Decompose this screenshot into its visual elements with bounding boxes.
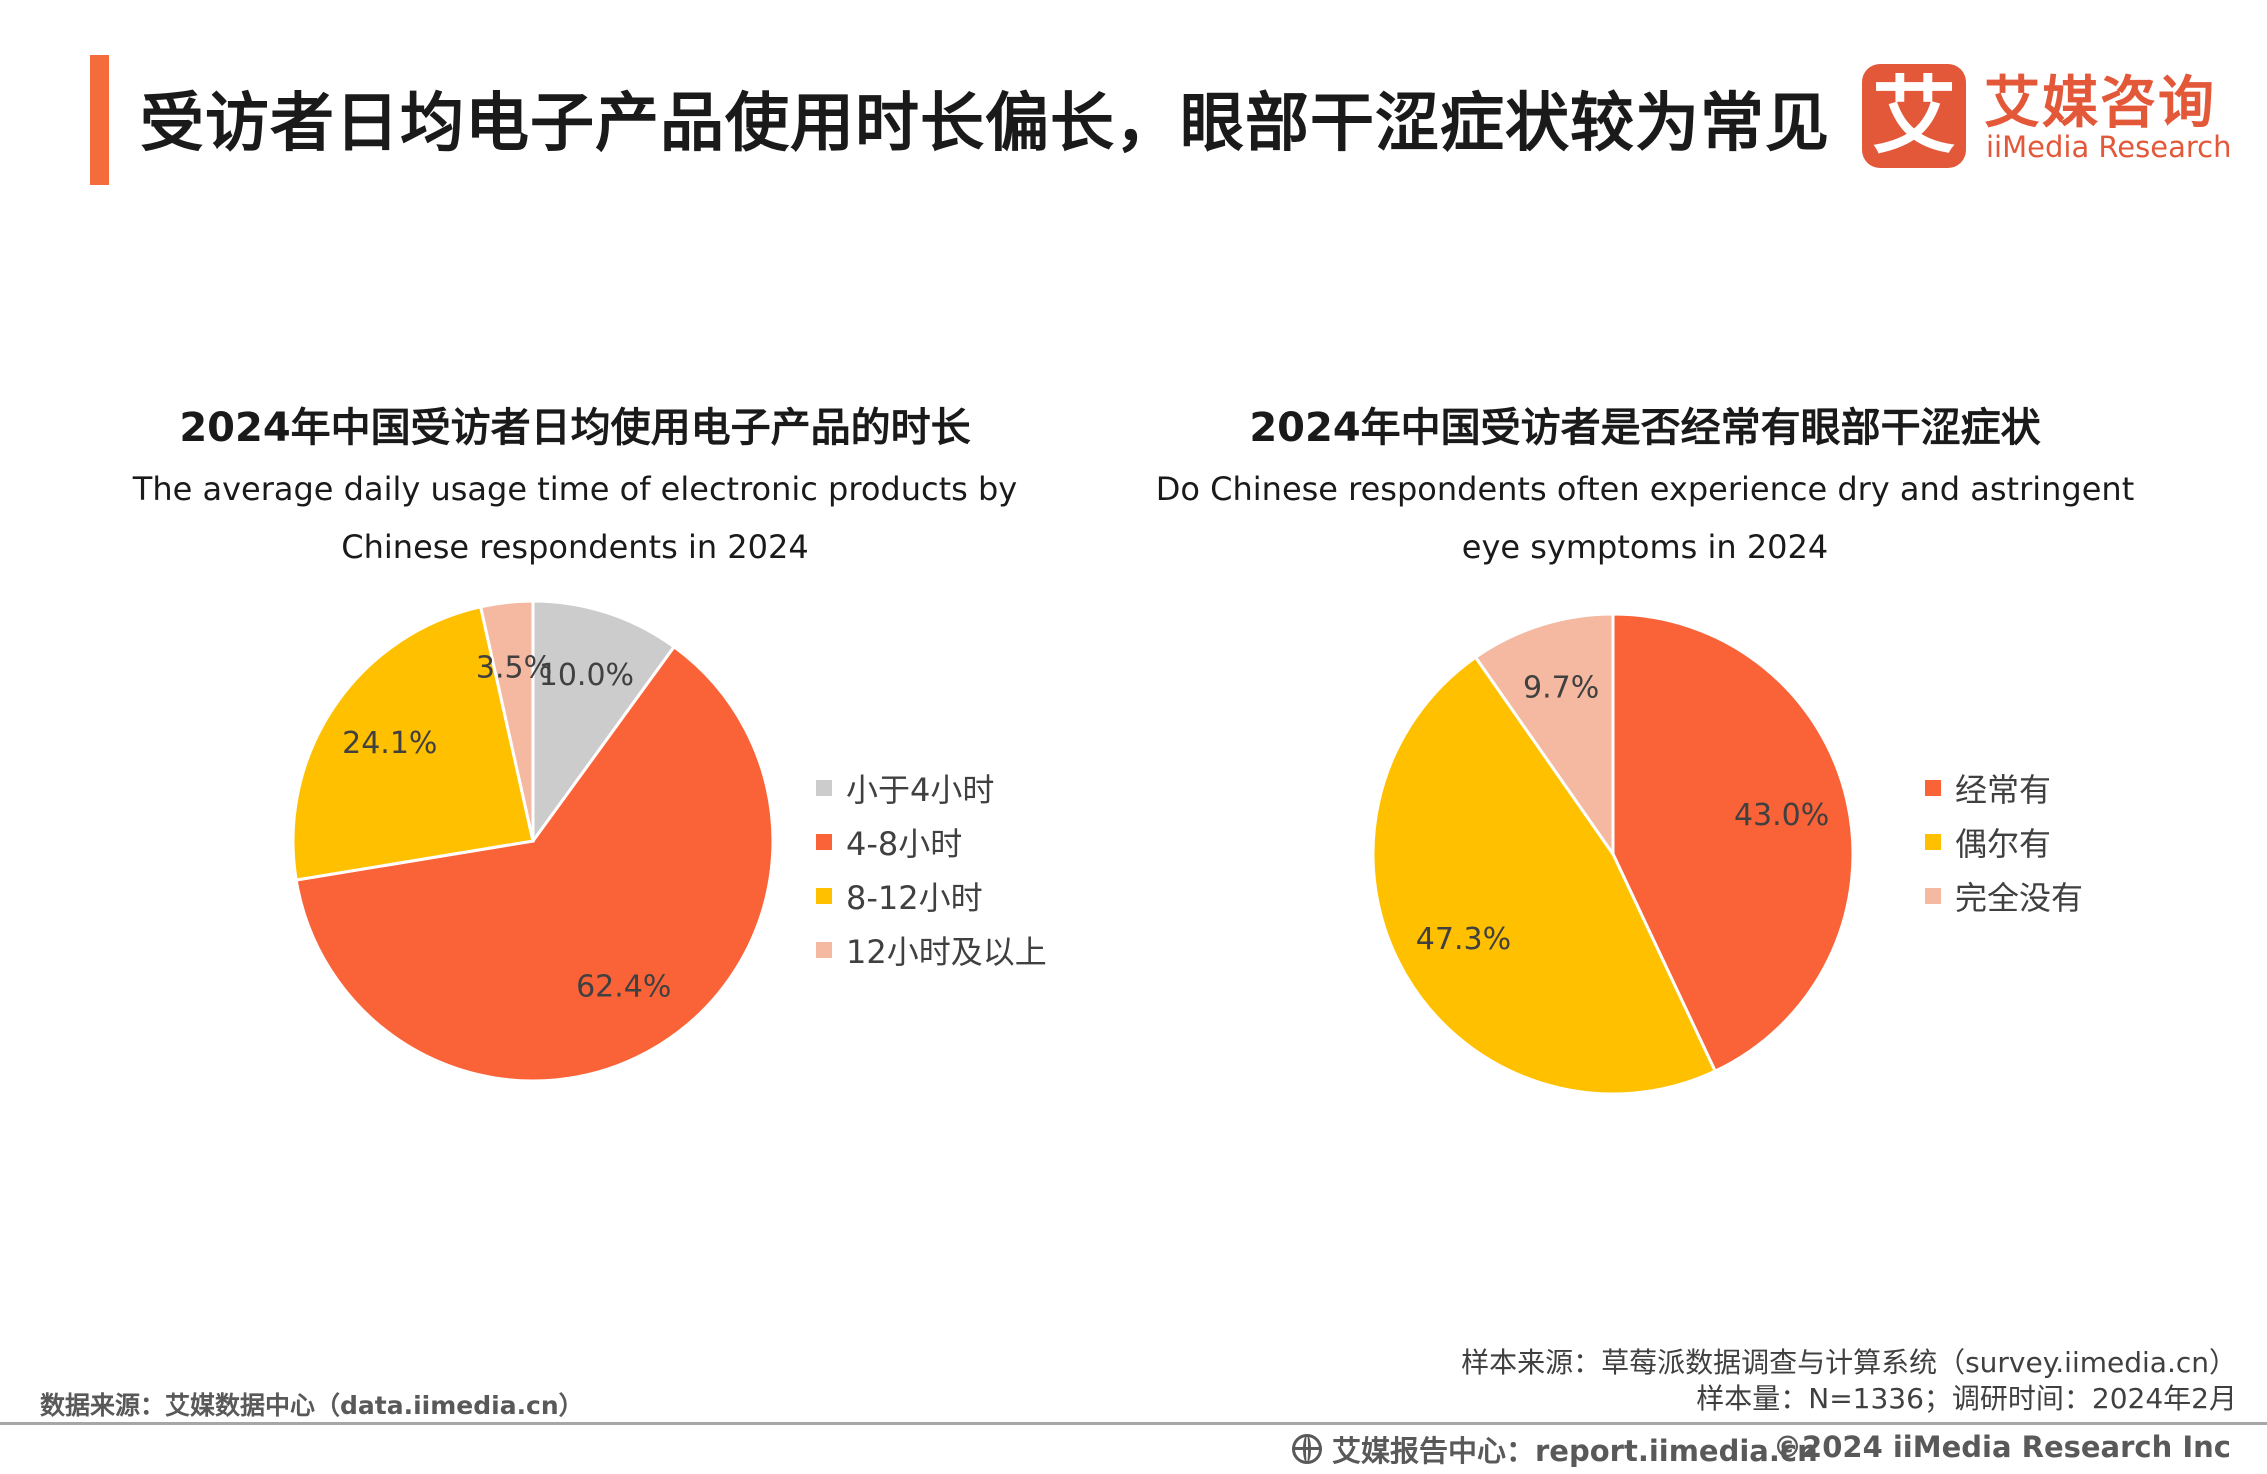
chart2-legend-label-0: 经常有 xyxy=(1955,771,2052,809)
chart2-legend-label-2: 完全没有 xyxy=(1955,879,2084,917)
chart1-legend-item-3: 12小时及以上 xyxy=(816,923,1047,977)
footer-report-center: 艾媒报告中心：report.iimedia.cn xyxy=(1292,1428,1818,1470)
page-title: 受访者日均电子产品使用时长偏长，眼部干涩症状较为常见 xyxy=(140,87,1830,161)
chart1-slice-2 xyxy=(291,604,535,882)
chart2-slice-1 xyxy=(1371,655,1718,1096)
chart2-data-label-2: 9.7% xyxy=(1523,671,1599,706)
chart1-legend-label-2: 8-12小时 xyxy=(846,879,983,917)
chart2-legend-swatch-2 xyxy=(1925,888,1941,904)
title-accent-bar xyxy=(90,55,109,185)
logo-mark: 艾 xyxy=(1862,64,1966,168)
chart1-legend-swatch-3 xyxy=(816,942,832,958)
chart1-data-label-3: 3.5% xyxy=(476,651,552,686)
chart1-data-label-0: 10.0% xyxy=(539,658,634,693)
chart2-legend-item-0: 经常有 xyxy=(1925,761,2083,815)
chart1-slice-1 xyxy=(294,644,775,1083)
footer-divider xyxy=(0,1422,2267,1425)
chart1-legend-swatch-0 xyxy=(816,780,832,796)
chart2-legend-swatch-1 xyxy=(1925,834,1941,850)
sample-size: 样本量：N=1336；调研时间：2024年2月 xyxy=(1696,1382,2237,1415)
globe-icon xyxy=(1292,1434,1322,1464)
chart1-legend-swatch-2 xyxy=(816,888,832,904)
chart1-legend-label-0: 小于4小时 xyxy=(846,771,995,809)
data-source: 数据来源：艾媒数据中心（data.iimedia.cn） xyxy=(40,1391,584,1420)
chart2-legend-item-2: 完全没有 xyxy=(1925,869,2083,923)
chart2-slice-2 xyxy=(1473,612,1615,859)
chart1-legend-item-1: 4-8小时 xyxy=(816,815,1047,869)
footer-report-text: 艾媒报告中心：report.iimedia.cn xyxy=(1332,1434,1818,1468)
chart1-subtitle: The average daily usage time of electron… xyxy=(132,470,1018,566)
chart1-legend-swatch-1 xyxy=(816,834,832,850)
chart2-subtitle: Do Chinese respondents often experience … xyxy=(1155,470,2135,566)
chart1-legend-label-1: 4-8小时 xyxy=(846,825,963,863)
chart1-slice-3 xyxy=(478,599,535,842)
chart2-legend-label-1: 偶尔有 xyxy=(1955,825,2052,863)
chart2-data-label-0: 43.0% xyxy=(1734,798,1829,833)
chart2-data-label-1: 47.3% xyxy=(1416,922,1511,957)
chart2-slice-0 xyxy=(1611,612,1855,1074)
chart1-slice-0 xyxy=(531,599,677,846)
chart1-legend-item-2: 8-12小时 xyxy=(816,869,1047,923)
chart2-legend: 经常有偶尔有完全没有 xyxy=(1925,761,2083,923)
chart2-legend-swatch-0 xyxy=(1925,780,1941,796)
chart1-title: 2024年中国受访者日均使用电子产品的时长 xyxy=(179,405,971,451)
chart1-legend-label-3: 12小时及以上 xyxy=(846,933,1047,971)
logo-name-en: iiMedia Research xyxy=(1986,130,2232,164)
chart1-legend: 小于4小时 4-8小时 8-12小时 12小时及以上 xyxy=(816,761,1047,977)
chart2-title: 2024年中国受访者是否经常有眼部干涩症状 xyxy=(1249,405,2041,451)
sample-source: 样本来源：草莓派数据调查与计算系统（survey.iimedia.cn） xyxy=(1461,1346,2237,1379)
chart1-data-label-1: 62.4% xyxy=(576,970,671,1005)
logo-name-cn: 艾媒咨询 xyxy=(1984,71,2216,136)
chart1-legend-item-0: 小于4小时 xyxy=(816,761,1047,815)
iimedia-logo: 艾 艾媒咨询 iiMedia Research xyxy=(1862,60,2242,170)
chart1-data-label-2: 24.1% xyxy=(342,726,437,761)
footer-copyright: ©2024 iiMedia Research Inc xyxy=(1773,1430,2231,1464)
chart2-legend-item-1: 偶尔有 xyxy=(1925,815,2083,869)
